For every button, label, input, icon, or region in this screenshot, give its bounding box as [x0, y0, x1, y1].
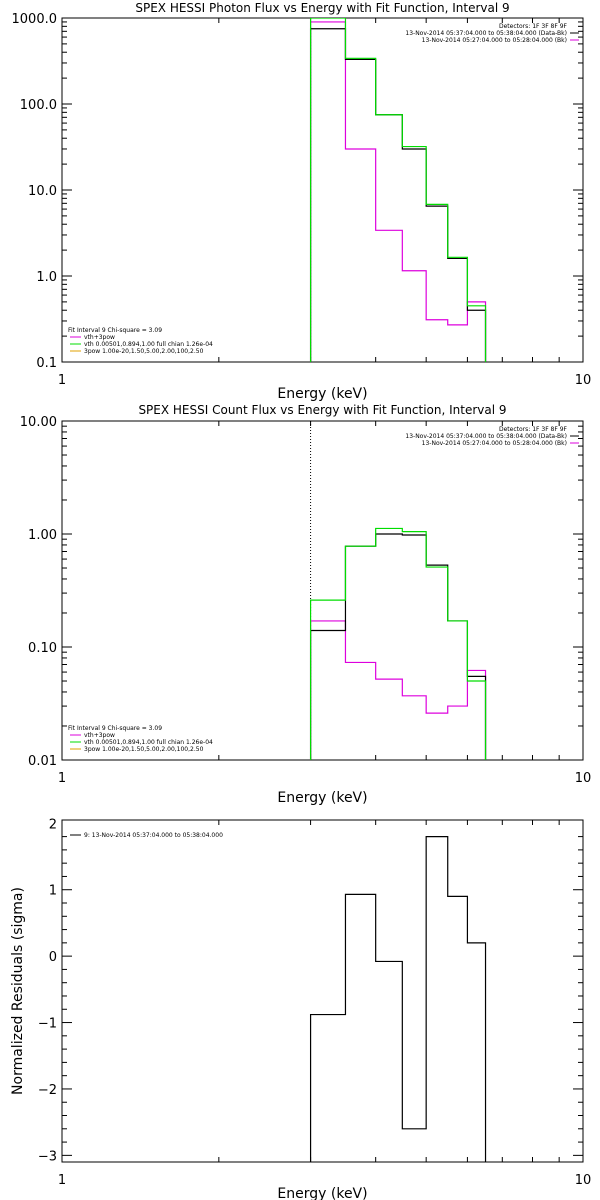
- legend-left-entry: 3pow 1.00e-20,1.50,5.00,2.00,100,2.50: [84, 348, 204, 355]
- y-tick-label: −3: [38, 1149, 57, 1164]
- x-tick-label: 1: [58, 373, 66, 388]
- plot-frame: [61, 420, 584, 761]
- series-background: [309, 21, 487, 362]
- legend-left-entry: vth 0.00501,0.894,1.00 full chian 1.26e-…: [84, 739, 213, 746]
- y-tick-label: 1.00: [28, 528, 57, 543]
- legend-right-entry: 13-Nov-2014 05:27:04.000 to 05:28:04.000…: [422, 440, 567, 447]
- legend-left-entry: Fit Interval 9 Chi-square = 3.09: [68, 327, 162, 334]
- series-model: [309, 527, 487, 760]
- y-tick-label: 0: [49, 950, 57, 965]
- chart-title: SPEX HESSI Count Flux vs Energy with Fit…: [138, 403, 506, 417]
- y-tick-label: 0.01: [28, 754, 57, 769]
- y-tick-label: 10.0: [28, 184, 57, 199]
- legend-left-entry: vth 0.00501,0.894,1.00 full chian 1.26e-…: [84, 341, 213, 348]
- legend-left-entry: Fit Interval 9 Chi-square = 3.09: [68, 725, 162, 732]
- y-axis-label: Normalized Residuals (sigma): [10, 887, 26, 1095]
- y-tick-label: −2: [38, 1083, 57, 1098]
- series-data: [309, 836, 487, 1162]
- y-tick-label: 1000.0: [12, 12, 58, 27]
- series-data: [309, 28, 487, 362]
- legend-left-entry: 9: 13-Nov-2014 05:37:04.000 to 05:38:04.…: [84, 832, 223, 839]
- x-tick-label: 1: [58, 771, 66, 786]
- chart-title: SPEX HESSI Photon Flux vs Energy with Fi…: [135, 1, 509, 15]
- x-axis-label: Energy (keV): [277, 386, 367, 402]
- chart-panel-1: SPEX HESSI Photon Flux vs Energy with Fi…: [12, 1, 592, 402]
- y-tick-label: 100.0: [20, 98, 57, 113]
- series-group: [309, 836, 487, 1162]
- legend-left-entry: 3pow 1.00e-20,1.50,5.00,2.00,100,2.50: [84, 746, 204, 753]
- series-model: [309, 18, 487, 362]
- x-tick-label: 10: [575, 771, 592, 786]
- chart-panel-2: SPEX HESSI Count Flux vs Energy with Fit…: [20, 403, 591, 806]
- series-group: [309, 18, 487, 362]
- series-background: [309, 620, 487, 760]
- legend-right-entry: 13-Nov-2014 05:37:04.000 to 05:38:04.000…: [405, 433, 567, 440]
- y-tick-label: 0.1: [36, 356, 57, 371]
- y-tick-label: 1.0: [36, 270, 57, 285]
- x-axis-label: Energy (keV): [277, 1186, 367, 1200]
- y-tick-label: 2: [49, 817, 57, 832]
- plot-frame: [61, 819, 584, 1163]
- y-tick-label: 1: [49, 884, 57, 899]
- series-group: [309, 527, 487, 760]
- legend-left-entry: vth+3pow: [84, 732, 115, 739]
- legend-left-entry: vth+3pow: [84, 334, 115, 341]
- chart-panel-3: Energy (keV) Normalized Residuals (sigma)…: [10, 817, 591, 1200]
- x-tick-label: 1: [58, 1173, 66, 1188]
- x-axis-label: Energy (keV): [277, 790, 367, 806]
- y-tick-label: 10.00: [20, 415, 57, 430]
- plot-frame: [61, 17, 584, 363]
- y-tick-label: −1: [38, 1017, 57, 1032]
- y-tick-label: 0.10: [28, 641, 57, 656]
- legend-right-entry: Detectors: 1F 3F 8F 9F: [499, 426, 568, 433]
- x-tick-label: 10: [575, 373, 592, 388]
- series-data: [309, 533, 487, 760]
- legend-right-entry: Detectors: 1F 3F 8F 9F: [499, 23, 568, 30]
- legend-right-entry: 13-Nov-2014 05:27:04.000 to 05:28:04.000…: [422, 37, 567, 44]
- legend-right-entry: 13-Nov-2014 05:37:04.000 to 05:38:04.000…: [405, 30, 567, 37]
- x-tick-label: 10: [575, 1173, 592, 1188]
